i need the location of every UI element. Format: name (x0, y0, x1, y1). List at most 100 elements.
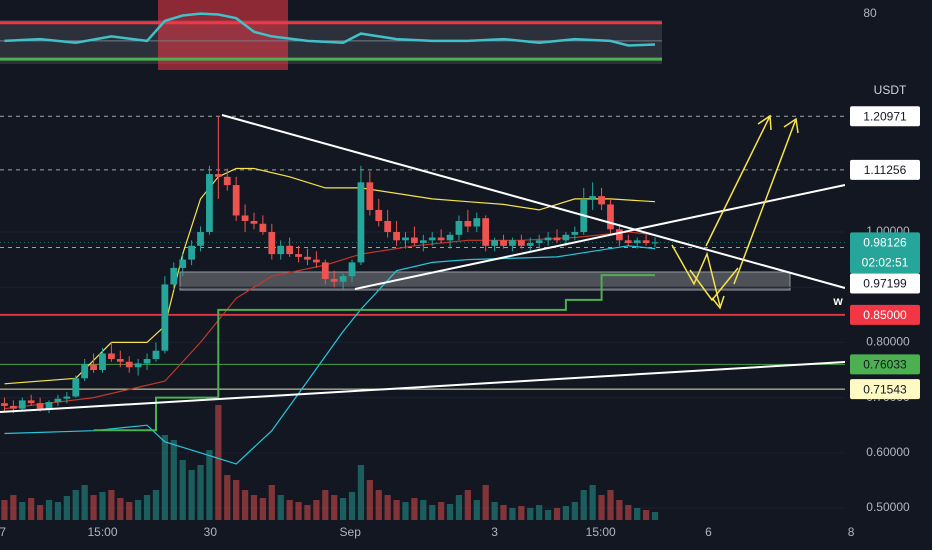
candle-body (259, 223, 267, 233)
volume-bar (188, 470, 195, 520)
volume-bar (357, 465, 365, 520)
candle-body (393, 232, 400, 241)
volume-bar (81, 485, 88, 520)
volume-bar (500, 505, 507, 520)
candle-body (152, 350, 160, 359)
candle-body (304, 256, 311, 260)
candle-body (464, 220, 472, 227)
candle-body (473, 218, 481, 227)
candle-body (1, 403, 8, 406)
rsi-line (4, 12, 656, 47)
volume-bar (161, 435, 168, 520)
volume-bar (233, 480, 240, 520)
volume-bar (206, 450, 213, 520)
volume-bar (348, 492, 356, 520)
candle-body (250, 220, 258, 224)
rsi-tick-label: 80 (863, 6, 877, 20)
x-tick-label: 3 (491, 525, 498, 539)
volume-bar (598, 495, 605, 520)
arrow-head (783, 117, 799, 134)
trendline (0, 361, 846, 413)
y-tick-label: 0.80000 (866, 335, 910, 349)
volume-bar (402, 502, 409, 520)
candle-body (170, 267, 178, 285)
x-tick-label: 7 (0, 525, 6, 539)
volume-bar (642, 510, 650, 520)
candle-body (125, 361, 133, 368)
candle-body (535, 240, 543, 244)
price-label-box (850, 273, 920, 294)
volume-bar (651, 512, 659, 520)
candle-body (286, 245, 294, 255)
volume-bar (36, 505, 44, 520)
candle-body (27, 400, 35, 404)
volume-bar (544, 510, 552, 520)
candle-body (446, 234, 454, 241)
candle-body (188, 245, 195, 260)
volume-bar (473, 500, 480, 520)
volume-bar (304, 505, 311, 520)
candle-body (268, 232, 276, 255)
candle-body (36, 403, 44, 409)
volume-bar (571, 502, 578, 520)
candle-body (357, 182, 365, 263)
volume-bar (536, 505, 543, 520)
y-tick-label: 0.50000 (866, 500, 910, 514)
drawings: w (0, 114, 846, 413)
volume-bar (215, 405, 222, 520)
volume-bar (411, 498, 418, 520)
volume-bar (464, 490, 471, 520)
x-tick-label: 8 (848, 525, 855, 539)
volume-bar (143, 495, 151, 520)
price-label: 0.85000 (863, 308, 907, 322)
arrow-head (757, 114, 772, 131)
candle-body (482, 218, 490, 246)
candle-body (241, 215, 249, 221)
volume-bar (313, 500, 320, 520)
candle-body (99, 353, 106, 371)
volume-bar (117, 498, 124, 520)
volume-bar (170, 440, 177, 520)
indicator-line (93, 274, 655, 432)
candle-body (419, 240, 427, 244)
volume-bar (19, 502, 26, 520)
price-label: 0.76033 (863, 357, 907, 371)
arrow-head (711, 295, 725, 310)
volume-bar (455, 495, 463, 520)
candle-body (330, 278, 338, 282)
volume-bar (446, 504, 454, 520)
volume-bar (420, 500, 427, 520)
candle-body (509, 240, 516, 246)
volume-bar (322, 490, 329, 520)
volume-bar (527, 508, 534, 520)
volume-bar (589, 485, 596, 520)
volume-bar (72, 490, 79, 520)
candle-body (54, 398, 62, 403)
candle-body (598, 196, 605, 205)
candle-body (428, 237, 436, 241)
candle-body (562, 234, 570, 241)
projection-arrow (705, 115, 771, 247)
volume-bar (580, 490, 587, 520)
candle-body (143, 358, 151, 364)
volume-bar (259, 498, 267, 520)
candle-body (384, 220, 392, 233)
volume-bar (179, 460, 186, 520)
volume-bar (393, 500, 400, 520)
candle-body (179, 259, 187, 268)
x-tick-label: 15:00 (586, 525, 616, 539)
price-label-box (850, 106, 920, 127)
currency-box (848, 80, 928, 100)
annotation: w (832, 294, 843, 308)
candle-body (544, 237, 552, 241)
volume-bar (63, 496, 70, 520)
candle-body (134, 363, 142, 368)
candle-body (321, 262, 329, 279)
volume-bar (616, 500, 623, 520)
volume-bar (562, 506, 570, 520)
candle-body (90, 364, 97, 371)
volume-bar (268, 485, 275, 520)
candle-body (633, 240, 641, 244)
